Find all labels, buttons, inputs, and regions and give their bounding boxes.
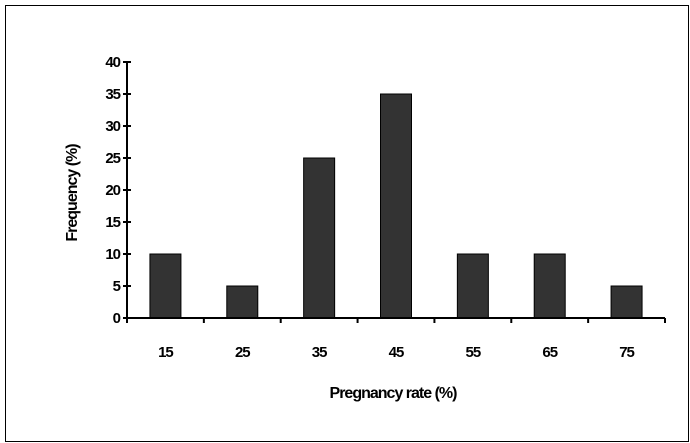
x-tick-label: 55 <box>466 344 481 361</box>
x-tick-label: 25 <box>235 344 250 361</box>
y-axis-ticks: 0 5 10 15 20 25 30 35 40 <box>105 54 131 327</box>
bar-35 <box>303 157 336 319</box>
y-axis-title: Frequency (%) <box>64 144 81 242</box>
bar-25 <box>226 285 259 319</box>
bar-15 <box>149 253 182 319</box>
bar-45 <box>380 93 412 319</box>
x-tick-label: 75 <box>619 344 634 361</box>
x-axis-title: Pregnancy rate (%) <box>330 385 458 402</box>
x-tick-label: 65 <box>542 344 557 361</box>
x-tick-label: 35 <box>312 344 327 361</box>
bar-75 <box>610 285 643 319</box>
y-tick-label: 30 <box>105 118 120 135</box>
bars <box>149 93 643 319</box>
y-tick-label: 20 <box>105 182 120 199</box>
x-tick-label: 15 <box>158 344 173 361</box>
x-axis-ticks: 15 25 35 45 55 65 75 <box>126 318 666 361</box>
chart-frame <box>5 5 689 442</box>
y-tick-label: 35 <box>105 86 120 103</box>
y-tick-label: 5 <box>113 278 121 295</box>
y-tick-label: 40 <box>105 54 120 71</box>
bar-55 <box>456 253 489 319</box>
y-tick-label: 15 <box>105 214 120 231</box>
y-tick-label: 25 <box>105 150 120 167</box>
y-tick-label: 10 <box>105 246 120 263</box>
bar-65 <box>533 253 566 319</box>
x-tick-label: 45 <box>389 344 404 361</box>
y-tick-label: 0 <box>113 310 121 327</box>
